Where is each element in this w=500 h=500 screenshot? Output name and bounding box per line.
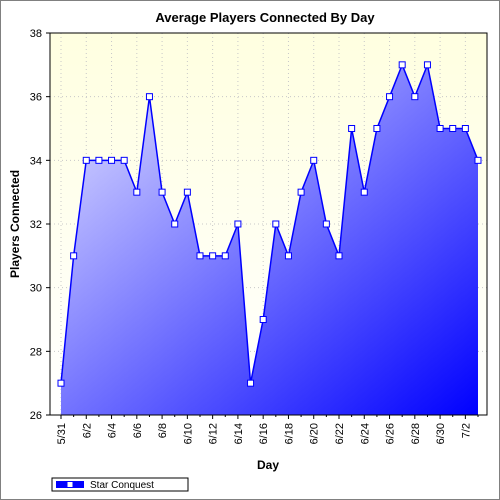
data-point bbox=[474, 156, 482, 164]
y-tick-label: 38 bbox=[30, 28, 42, 40]
x-axis: 5/31 6/2 6/4 6/6 6/8 6/10 6/12 6/14 6/16 6/18 6/20… bbox=[56, 415, 479, 444]
legend-marker bbox=[66, 481, 74, 488]
data-point bbox=[234, 220, 242, 228]
data-point bbox=[95, 156, 103, 164]
chart-title: Average Players Connected By Day bbox=[155, 10, 375, 25]
data-point bbox=[284, 252, 292, 260]
x-tick-label: 6/18 bbox=[283, 423, 295, 444]
data-point bbox=[70, 252, 78, 260]
data-point bbox=[108, 156, 116, 164]
x-tick-label: 6/16 bbox=[258, 423, 270, 444]
x-axis-label: Day bbox=[257, 458, 279, 472]
y-axis-label: Players Connected bbox=[8, 170, 22, 278]
x-tick-label: 6/14 bbox=[233, 423, 245, 444]
data-point bbox=[449, 125, 457, 132]
data-point bbox=[196, 252, 204, 260]
data-point bbox=[348, 125, 356, 132]
data-point bbox=[423, 61, 431, 69]
x-tick-label: 5/31 bbox=[56, 423, 68, 444]
data-point bbox=[386, 93, 394, 101]
x-tick-label: 6/30 bbox=[435, 423, 447, 444]
y-tick-label: 28 bbox=[30, 346, 42, 358]
x-tick-label: 6/28 bbox=[410, 423, 422, 444]
data-point bbox=[322, 220, 330, 228]
data-point bbox=[411, 93, 419, 101]
y-tick-label: 30 bbox=[30, 283, 42, 295]
data-point bbox=[259, 316, 267, 323]
data-point bbox=[171, 220, 179, 228]
y-axis: 26 28 30 32 34 36 38 bbox=[30, 28, 50, 422]
x-tick-label: 6/26 bbox=[385, 423, 397, 444]
data-point bbox=[398, 61, 406, 69]
x-tick-label: 6/4 bbox=[107, 423, 119, 438]
data-point bbox=[373, 125, 381, 132]
data-point bbox=[461, 125, 469, 132]
x-tick-label: 6/20 bbox=[309, 423, 321, 444]
x-tick-label: 6/6 bbox=[132, 423, 144, 438]
x-tick-label: 7/2 bbox=[460, 423, 472, 438]
data-point bbox=[145, 93, 153, 101]
data-point bbox=[82, 156, 90, 164]
x-tick-label: 6/12 bbox=[208, 423, 220, 444]
data-point bbox=[360, 188, 368, 196]
x-tick-label: 6/24 bbox=[359, 423, 371, 444]
data-point bbox=[209, 252, 217, 260]
series-area bbox=[61, 64, 478, 415]
x-tick-label: 6/10 bbox=[182, 423, 194, 444]
x-tick-label: 6/2 bbox=[81, 423, 93, 438]
y-tick-label: 36 bbox=[30, 92, 42, 104]
legend: Star Conquest bbox=[51, 477, 189, 492]
data-point bbox=[57, 379, 65, 387]
data-point bbox=[272, 220, 280, 228]
data-point bbox=[158, 188, 166, 196]
data-point bbox=[335, 252, 343, 260]
data-point bbox=[183, 188, 191, 196]
data-point bbox=[247, 379, 255, 387]
data-point bbox=[133, 188, 141, 196]
series-star-conquest bbox=[57, 61, 482, 415]
x-tick-label: 6/8 bbox=[157, 423, 169, 438]
data-point bbox=[310, 156, 318, 164]
legend-label: Star Conquest bbox=[90, 480, 154, 491]
y-tick-label: 34 bbox=[30, 155, 42, 167]
legend-box bbox=[51, 477, 189, 492]
data-point bbox=[436, 125, 444, 132]
x-tick-label: 6/22 bbox=[334, 423, 346, 444]
data-point bbox=[221, 252, 229, 260]
series-line bbox=[60, 62, 479, 384]
y-tick-label: 26 bbox=[30, 410, 42, 422]
data-point bbox=[297, 188, 305, 196]
y-tick-label: 32 bbox=[30, 219, 42, 231]
data-point bbox=[120, 156, 128, 164]
